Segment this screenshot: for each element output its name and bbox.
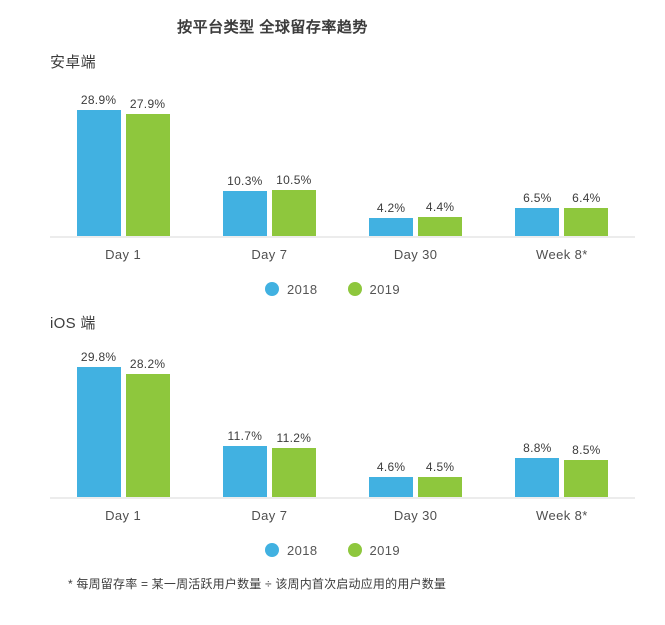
bar bbox=[515, 458, 560, 497]
category-label: Day 30 bbox=[393, 247, 438, 262]
category-label: Day 30 bbox=[393, 508, 438, 523]
ios-legend: 2018 2019 bbox=[0, 541, 665, 559]
value-label: 11.2% bbox=[276, 431, 312, 445]
bar-group: 28.9% 27.9% bbox=[50, 93, 196, 236]
value-label: 4.5% bbox=[425, 460, 455, 474]
value-label: 11.7% bbox=[227, 429, 263, 443]
category-label: Day 1 bbox=[105, 247, 142, 262]
bar-column-2019: 28.2% bbox=[125, 357, 170, 497]
chart-section-ios: iOS 端 29.8% 28.2% 11.7% 11.2% 4.6% 4.5% 8.8% 8.… bbox=[0, 312, 665, 559]
bar bbox=[271, 448, 316, 497]
ios-chart-title: iOS 端 bbox=[50, 315, 96, 332]
bar-column-2018: 10.3% bbox=[222, 174, 267, 236]
value-label: 4.4% bbox=[425, 200, 455, 214]
bar-group: 4.6% 4.5% bbox=[343, 460, 489, 497]
legend-item-2018: 2018 bbox=[264, 281, 318, 297]
legend-label: 2018 bbox=[286, 542, 318, 558]
bar bbox=[222, 446, 267, 497]
bar bbox=[76, 110, 121, 236]
bar-column-2019: 6.4% bbox=[564, 191, 609, 236]
value-label: 8.5% bbox=[572, 443, 601, 457]
category-label: Day 7 bbox=[251, 247, 288, 262]
bar-column-2018: 28.9% bbox=[76, 93, 121, 236]
value-label: 10.5% bbox=[276, 173, 312, 187]
bar-column-2019: 4.5% bbox=[418, 460, 463, 497]
legend-label: 2019 bbox=[369, 542, 401, 558]
bar bbox=[125, 114, 170, 236]
value-label: 27.9% bbox=[129, 97, 166, 111]
footnote: * 每周留存率 = 某一周活跃用户数量 ÷ 该周内首次启动应用的用户数量 bbox=[68, 577, 447, 591]
legend-item-2019: 2019 bbox=[347, 542, 401, 558]
category-label: Week 8* bbox=[536, 508, 588, 523]
category-label: Day 7 bbox=[251, 508, 288, 523]
bar bbox=[564, 208, 609, 236]
bar bbox=[515, 208, 560, 236]
bar bbox=[369, 218, 414, 236]
bar-column-2018: 11.7% bbox=[222, 429, 267, 497]
value-label: 6.4% bbox=[572, 191, 601, 205]
android-chart-title: 安卓端 bbox=[50, 54, 96, 71]
bar bbox=[271, 190, 316, 236]
bar-column-2019: 4.4% bbox=[418, 200, 463, 236]
chart-section-android: 安卓端 28.9% 27.9% 10.3% 10.5% 4.2% 4.4% 6.5% 6.4%… bbox=[0, 51, 665, 298]
android-plot-area: 28.9% 27.9% 10.3% 10.5% 4.2% 4.4% 6.5% 6.4% bbox=[50, 78, 635, 238]
bar-column-2018: 29.8% bbox=[76, 350, 121, 497]
bar-group: 8.8% 8.5% bbox=[489, 441, 635, 497]
bar-column-2019: 10.5% bbox=[271, 173, 316, 236]
legend-dot-icon bbox=[264, 282, 279, 296]
ios-category-axis: Day 1 Day 7 Day 30 Week 8* bbox=[50, 499, 635, 523]
value-label: 10.3% bbox=[227, 174, 263, 188]
bar bbox=[418, 477, 463, 497]
bar bbox=[564, 460, 609, 497]
bar-group: 4.2% 4.4% bbox=[343, 200, 489, 236]
bar-group: 6.5% 6.4% bbox=[489, 191, 635, 236]
bar-group: 10.3% 10.5% bbox=[196, 173, 342, 236]
legend-item-2018: 2018 bbox=[264, 542, 318, 558]
value-label: 8.8% bbox=[523, 441, 552, 455]
bar bbox=[222, 191, 267, 236]
bar-group: 11.7% 11.2% bbox=[196, 429, 342, 497]
value-label: 29.8% bbox=[80, 350, 117, 364]
page-title: 按平台类型 全球留存率趋势 bbox=[177, 19, 368, 36]
value-label: 28.9% bbox=[80, 93, 117, 107]
category-label: Week 8* bbox=[536, 247, 588, 262]
bar-column-2018: 6.5% bbox=[515, 191, 560, 236]
bar bbox=[125, 374, 170, 497]
bar-group: 29.8% 28.2% bbox=[50, 350, 196, 497]
legend-dot-icon bbox=[347, 543, 362, 557]
bar-column-2018: 4.6% bbox=[369, 460, 414, 497]
category-label: Day 1 bbox=[105, 508, 142, 523]
ios-plot-area: 29.8% 28.2% 11.7% 11.2% 4.6% 4.5% 8.8% 8.5% bbox=[50, 339, 635, 499]
bar-column-2019: 11.2% bbox=[271, 431, 316, 497]
legend-dot-icon bbox=[264, 543, 279, 557]
legend-item-2019: 2019 bbox=[347, 281, 401, 297]
bar bbox=[418, 217, 463, 236]
android-category-axis: Day 1 Day 7 Day 30 Week 8* bbox=[50, 238, 635, 262]
bar bbox=[76, 367, 121, 497]
value-label: 4.6% bbox=[376, 460, 406, 474]
bar-column-2019: 8.5% bbox=[564, 443, 609, 497]
value-label: 6.5% bbox=[523, 191, 552, 205]
bar bbox=[369, 477, 414, 497]
value-label: 28.2% bbox=[129, 357, 166, 371]
bar-column-2019: 27.9% bbox=[125, 97, 170, 236]
value-label: 4.2% bbox=[376, 201, 406, 215]
bar-column-2018: 8.8% bbox=[515, 441, 560, 497]
legend-label: 2019 bbox=[369, 281, 401, 297]
bar-column-2018: 4.2% bbox=[369, 201, 414, 236]
android-legend: 2018 2019 bbox=[0, 280, 665, 298]
legend-label: 2018 bbox=[286, 281, 318, 297]
legend-dot-icon bbox=[347, 282, 362, 296]
